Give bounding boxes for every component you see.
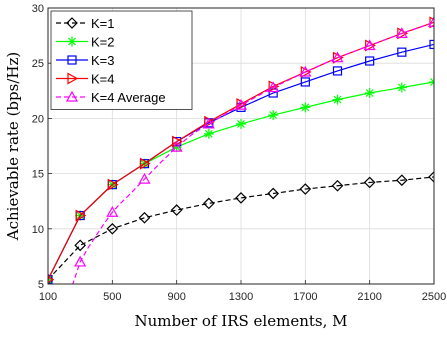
y-tick-label: 15 [32,169,44,181]
legend-marker-k-1 [66,17,78,29]
asterisk-stroke [430,81,434,86]
x-tick-label: 500 [103,291,121,303]
data-point-k-1 [170,204,183,216]
plot-frame [47,7,435,285]
asterisk-stroke [237,119,245,128]
data-point-k-1 [138,211,151,224]
y-tick-label: 30 [32,3,44,15]
y-axis-label: Achievable rate (bps/Hz) [4,52,22,241]
data-point-k-1 [331,179,344,192]
data-point-k-1 [74,239,87,252]
x-tick-label: 2500 [422,291,446,303]
data-point-k-1 [428,171,434,183]
data-point-k-4-average [170,140,183,152]
data-point-k-4 [300,66,312,79]
asterisk-stroke [333,95,342,104]
data-point-k-4 [107,178,119,191]
legend-label-k-1: K=1 [91,16,115,31]
asterisk-stroke [301,103,310,112]
series-group [48,16,434,284]
data-point-k-2 [364,88,375,99]
data-point-k-2 [268,110,279,121]
asterisk-stroke [48,275,52,281]
data-point-k-4-average [138,172,151,184]
x-tick-label: 1700 [293,291,317,303]
legend: K=1 K=2 K=3 K=4 K=4 Average [50,10,193,110]
asterisk-stroke [397,83,406,92]
data-point-k-2 [48,274,53,284]
asterisk-stroke [204,129,213,138]
series-k-1 [48,171,434,284]
x-tick-label: 1300 [229,291,253,303]
data-point-k-3 [397,47,407,57]
data-point-k-4 [332,51,344,64]
data-point-k-3 [429,39,434,50]
data-point-k-4 [139,157,151,170]
y-tick-label: 5 [38,279,44,291]
x-axis-label: Number of IRS elements, M [135,312,348,330]
data-point-k-4-average [106,206,119,217]
data-point-k-1 [202,197,215,210]
data-point-k-4 [75,209,87,222]
asterisk-stroke [68,37,76,46]
legend-label-k-2: K=2 [91,35,115,50]
series-line-k-1 [48,176,434,280]
legend-label-k-3: K=3 [91,53,115,68]
y-tick-label: 20 [32,113,44,125]
data-point-k-4-average [234,98,248,110]
asterisk-stroke [365,89,374,97]
x-tick-label: 900 [167,291,185,303]
data-point-k-1 [48,273,54,284]
data-point-k-4-average [363,39,376,51]
y-tick-label: 10 [32,224,44,236]
legend-marker-k-2 [67,36,77,47]
data-point-k-2 [332,94,343,105]
data-point-k-2 [203,128,214,139]
data-point-k-2 [300,102,311,113]
data-point-k-3 [332,66,343,76]
asterisk-stroke [48,278,52,284]
tick-labels: 100 500 900 1300 1700 2100 2500 5 10 15 20 25 30 [32,3,446,303]
legend-label-k-4-average: K=4 Average [91,90,166,105]
legend-marker-k-3 [67,55,77,65]
x-tick-label: 100 [39,291,57,303]
data-point-k-4 [429,16,434,29]
series-k-4-average [72,16,434,284]
data-point-k-4-average [267,81,280,93]
data-point-k-4-average [395,27,408,38]
data-point-k-4 [397,27,409,40]
x-tick-label: 2100 [357,291,381,303]
data-point-k-2 [429,76,434,87]
data-point-k-2 [236,118,246,129]
data-point-k-4-average [427,16,434,27]
data-point-k-4-average [299,65,312,77]
legend-label-k-4: K=4 [91,72,115,87]
data-point-k-1 [395,174,408,187]
data-point-k-1 [106,222,119,235]
y-tick-label: 25 [32,58,44,70]
data-point-k-4-average [74,255,87,267]
data-point-k-1 [363,176,376,189]
data-point-k-3 [365,56,375,66]
data-point-k-4-average [202,117,215,129]
legend-marker-k-4 [67,72,79,85]
data-point-k-1 [299,183,312,195]
legend-marker-k-4-average [65,90,79,102]
data-point-k-1 [267,187,280,200]
data-point-k-1 [235,192,247,204]
series-line-k-4-average [72,21,434,284]
data-point-k-3 [300,77,310,87]
data-point-k-4-average [331,51,344,63]
data-point-k-4 [365,39,376,52]
asterisk-stroke [269,111,278,120]
data-point-k-2 [396,82,407,93]
asterisk-stroke [430,78,434,83]
